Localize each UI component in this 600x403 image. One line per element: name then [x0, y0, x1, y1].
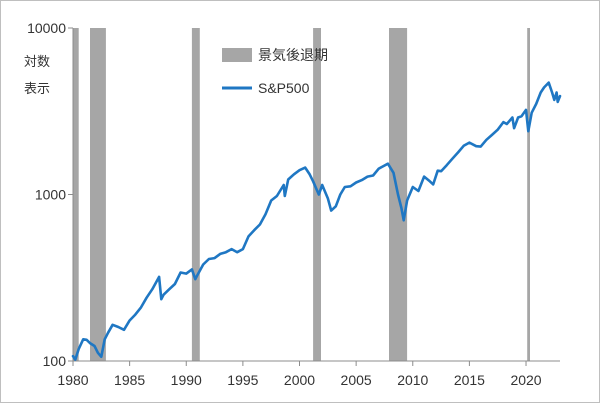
y-unit-line-2: 表示: [24, 81, 50, 96]
x-tick-label-1995: 1995: [227, 372, 258, 388]
x-tick-label-2015: 2015: [454, 372, 485, 388]
y-unit-line-1: 対数: [24, 54, 50, 69]
x-tick-label-2000: 2000: [284, 372, 315, 388]
x-tick-label-2010: 2010: [397, 372, 428, 388]
recession-band-4: [313, 28, 321, 361]
series-layer: [71, 81, 562, 361]
series-line-sp500: [71, 81, 562, 361]
recession-band-1: [73, 28, 79, 361]
x-tick-label-1990: 1990: [171, 372, 202, 388]
x-tick-label-2005: 2005: [341, 372, 372, 388]
y-tick-label-100: 100: [43, 353, 67, 369]
x-tick-label-1985: 1985: [114, 372, 145, 388]
axes: [68, 27, 560, 366]
x-tick-labels: 1980 1985 1990 1995 2000 2005 2010 2015 2020: [57, 372, 541, 388]
legend-swatch-recession: [222, 48, 252, 62]
legend-label-recession: 景気後退期: [258, 47, 328, 63]
y-tick-labels: 100 1000 10000: [27, 20, 66, 369]
y-tick-label-10000: 10000: [27, 20, 66, 36]
legend-label-sp500: S&P500: [258, 80, 310, 96]
recession-band-6: [527, 28, 530, 361]
recession-band-3: [191, 28, 200, 361]
y-tick-label-1000: 1000: [35, 187, 66, 203]
recession-bands: [73, 28, 530, 361]
x-tick-label-1980: 1980: [57, 372, 88, 388]
legend: 景気後退期 S&P500: [222, 47, 328, 96]
recession-band-2: [90, 28, 106, 361]
x-tick-label-2020: 2020: [510, 372, 541, 388]
